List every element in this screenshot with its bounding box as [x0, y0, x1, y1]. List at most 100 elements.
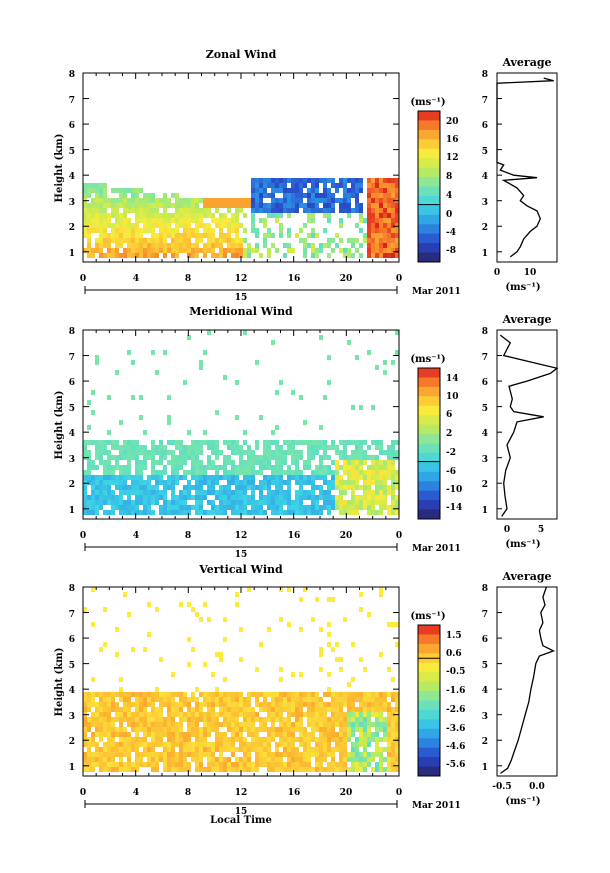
heatmap-cell: [131, 717, 135, 722]
heatmap-cell: [379, 203, 383, 208]
heatmap-cell: [299, 510, 303, 515]
heatmap-cell: [359, 722, 363, 727]
heatmap-cell: [247, 465, 251, 470]
heatmap-cell: [179, 218, 183, 223]
heatmap-cell: [179, 712, 183, 717]
heatmap-cell: [147, 213, 151, 218]
heatmap-cell: [163, 505, 167, 510]
heatmap-cell: [235, 238, 239, 243]
heatmap-cell: [83, 727, 87, 732]
heatmap-cell: [143, 727, 147, 732]
heatmap-cell: [99, 208, 103, 213]
heatmap-cell: [179, 455, 183, 460]
heatmap-cell: [251, 485, 255, 490]
heatmap-cell: [387, 208, 391, 213]
heatmap-cell: [247, 692, 251, 697]
heatmap-cell: [367, 732, 371, 737]
heatmap-cell: [235, 697, 239, 702]
heatmap-cell: [239, 445, 243, 450]
heatmap-cell: [167, 510, 171, 515]
heatmap-cell: [367, 707, 371, 712]
y-tick-label: 2: [482, 223, 488, 233]
heatmap-cell: [375, 747, 379, 752]
heatmap-cell: [223, 505, 227, 510]
heatmap-cell: [375, 475, 379, 480]
heatmap-cell: [151, 198, 155, 203]
heatmap-cell: [119, 420, 123, 425]
heatmap-cell: [243, 510, 247, 515]
heatmap-cell: [231, 717, 235, 722]
heatmap-cell: [307, 757, 311, 762]
heatmap-cell: [247, 495, 251, 500]
heatmap-cell: [295, 480, 299, 485]
heatmap-cell: [375, 198, 379, 203]
heatmap-cell: [123, 747, 127, 752]
heatmap-cell: [263, 707, 267, 712]
heatmap-cell: [379, 757, 383, 762]
heatmap-cell: [251, 470, 255, 475]
heatmap-cell: [363, 500, 367, 505]
heatmap-cell: [243, 762, 247, 767]
heatmap-cell: [271, 495, 275, 500]
heatmap-cell: [115, 732, 119, 737]
heatmap-cell: [179, 742, 183, 747]
heatmap-cell: [223, 747, 227, 752]
heatmap-cell: [87, 727, 91, 732]
heatmap-cell: [331, 722, 335, 727]
heatmap-cell: [211, 747, 215, 752]
heatmap-cell: [147, 722, 151, 727]
heatmap-cell: [255, 243, 259, 248]
y-tick-label: 4: [482, 172, 488, 182]
heatmap-cell: [263, 178, 267, 183]
heatmap-cell: [123, 193, 127, 198]
heatmap-cell: [175, 445, 179, 450]
heatmap-cell: [195, 243, 199, 248]
heatmap-cell: [291, 702, 295, 707]
heatmap-cell: [327, 455, 331, 460]
heatmap-cell: [287, 510, 291, 515]
heatmap-cell: [319, 712, 323, 717]
heatmap-cell: [287, 440, 291, 445]
heatmap-cell: [295, 188, 299, 193]
heatmap-cell: [395, 183, 399, 188]
heatmap-cell: [131, 647, 135, 652]
heatmap-cell: [195, 490, 199, 495]
heatmap-cell: [99, 747, 103, 752]
heatmap-cell: [295, 475, 299, 480]
heatmap-cell: [351, 440, 355, 445]
heatmap-cell: [159, 742, 163, 747]
heatmap-cell: [327, 495, 331, 500]
heatmap-cell: [319, 767, 323, 772]
heatmap-cell: [295, 465, 299, 470]
heatmap-cell: [367, 727, 371, 732]
heatmap-cell: [199, 218, 203, 223]
heatmap-cell: [147, 702, 151, 707]
heatmap-cell: [239, 208, 243, 213]
heatmap-cell: [87, 218, 91, 223]
heatmap-cell: [123, 238, 127, 243]
heatmap-cell: [135, 747, 139, 752]
heatmap-cell: [247, 248, 251, 253]
heatmap-cell: [227, 692, 231, 697]
heatmap-cell: [283, 490, 287, 495]
heatmap-cell: [103, 450, 107, 455]
heatmap-cell: [275, 178, 279, 183]
heatmap-cell: [211, 203, 215, 208]
heatmap-cell: [203, 717, 207, 722]
heatmap-cell: [143, 193, 147, 198]
heatmap-cell: [155, 712, 159, 717]
heatmap-cell: [143, 737, 147, 742]
heatmap-cell: [367, 495, 371, 500]
heatmap-cell: [275, 485, 279, 490]
heatmap-cell: [107, 757, 111, 762]
heatmap-cell: [183, 233, 187, 238]
heatmap-cell: [251, 248, 255, 253]
heatmap-cell: [211, 233, 215, 238]
heatmap-cell: [351, 762, 355, 767]
heatmap-cell: [119, 455, 123, 460]
heatmap-cell: [139, 470, 143, 475]
heatmap-cell: [175, 243, 179, 248]
heatmap-cell: [303, 475, 307, 480]
heatmap-cell: [319, 335, 323, 340]
heatmap-cell: [131, 193, 135, 198]
